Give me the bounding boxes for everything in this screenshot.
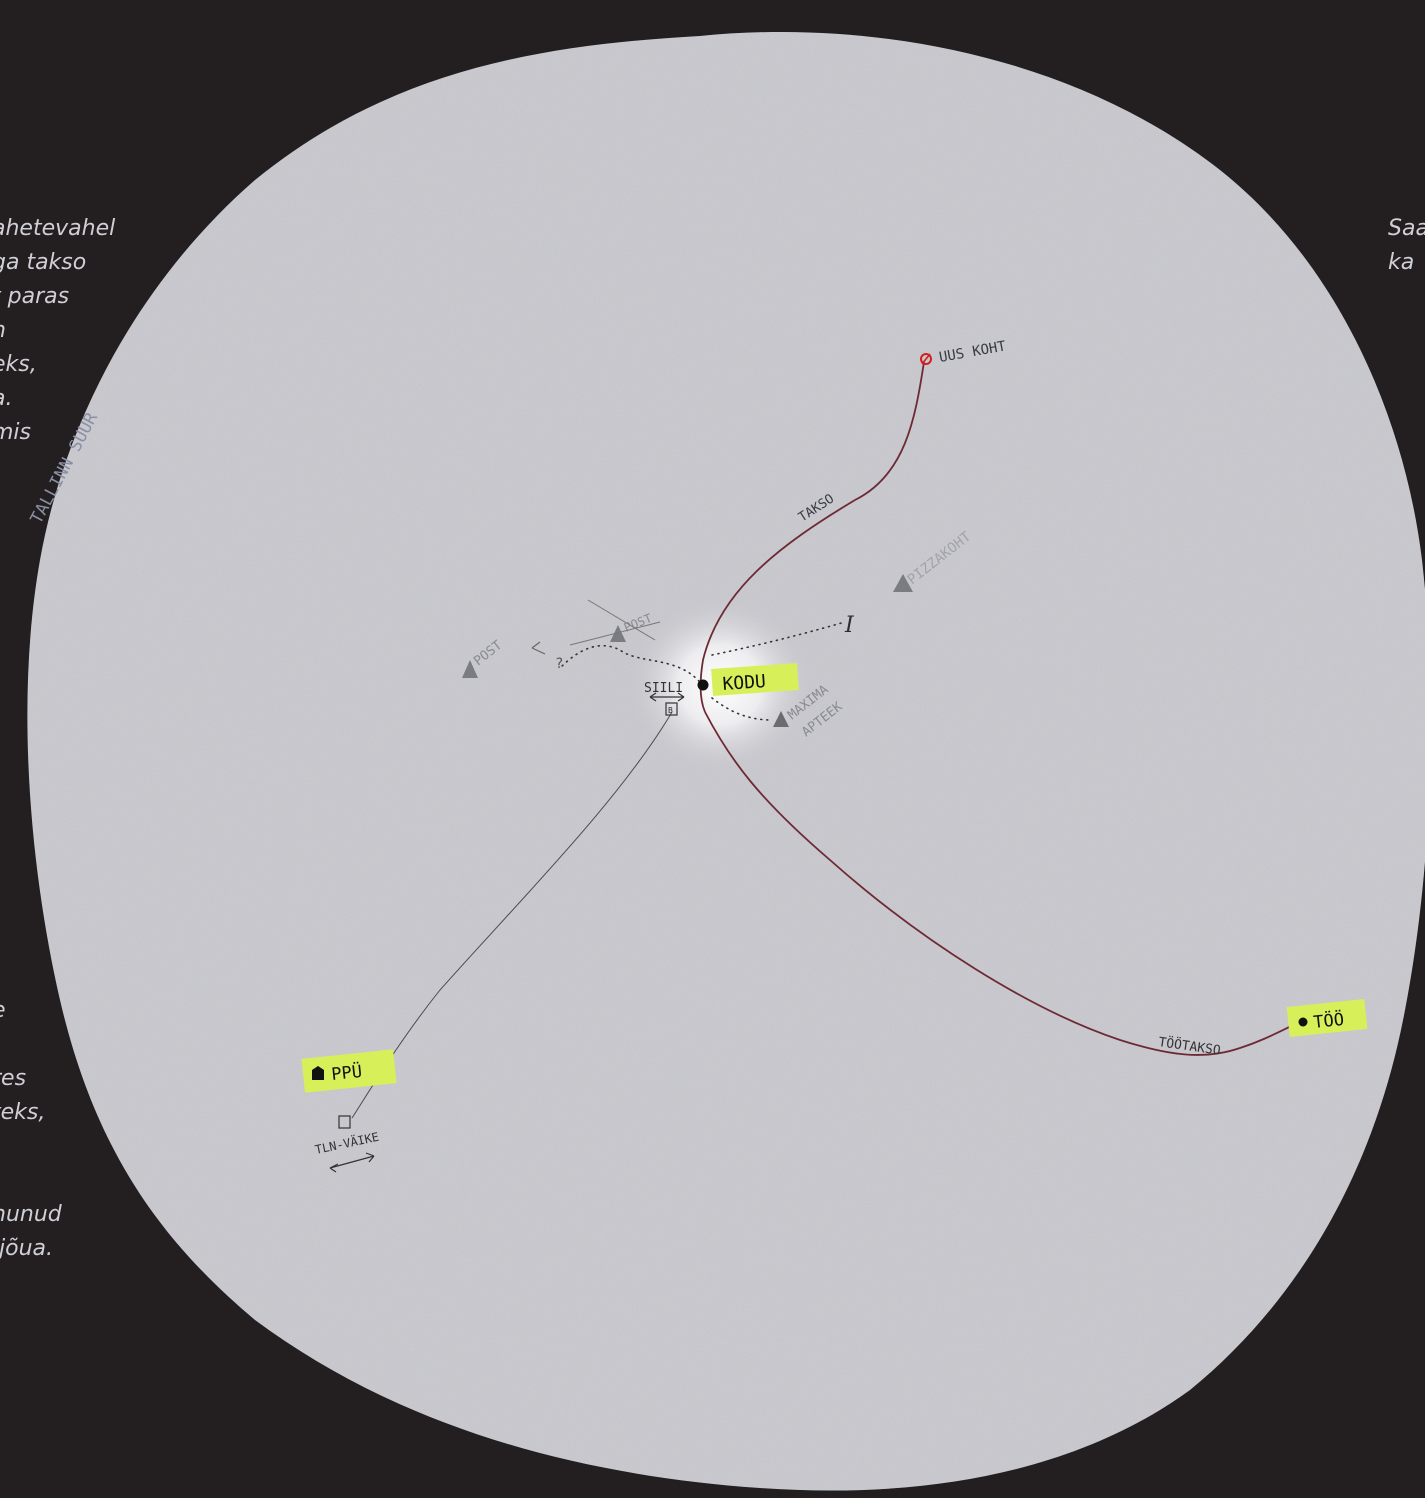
triangle-icon bbox=[893, 574, 913, 592]
side-note-right-top: Saa ka bbox=[1388, 216, 1425, 275]
strikethrough bbox=[569, 621, 661, 646]
double-arrow-icon bbox=[329, 1152, 375, 1173]
ppu-marker[interactable] bbox=[312, 1066, 324, 1080]
siili-label: SIILI bbox=[644, 681, 683, 696]
triangle-icon bbox=[462, 660, 478, 678]
side-note-left-bottom: e res teks, nunud jõua. bbox=[0, 998, 62, 1261]
work-label: TÖÖ bbox=[1312, 1008, 1345, 1033]
home-highlight bbox=[711, 663, 799, 696]
triangle-icon bbox=[610, 625, 626, 642]
strikethrough bbox=[587, 599, 656, 641]
double-arrow-icon bbox=[649, 692, 685, 702]
home-marker[interactable] bbox=[697, 679, 709, 691]
route-taxi bbox=[699, 361, 925, 713]
marker-i: I bbox=[844, 613, 855, 638]
bus-stop-icon bbox=[338, 1115, 351, 1129]
route-work-taxi bbox=[704, 711, 1301, 1056]
side-note-left-top: ahetevahel ga takso t paras n eks, a. mi… bbox=[0, 216, 116, 445]
ppu-highlight bbox=[301, 1049, 397, 1093]
bus-stop-glyph: B bbox=[668, 706, 673, 715]
bus-stop-icon bbox=[665, 702, 678, 716]
triangle-icon bbox=[773, 711, 789, 727]
home-label: KODU bbox=[722, 671, 767, 695]
question-mark: ? bbox=[555, 656, 563, 672]
arrow-left-icon bbox=[531, 641, 546, 655]
ppu-label: PPÜ bbox=[330, 1060, 363, 1085]
dotted-path-maxima bbox=[711, 697, 773, 721]
work-marker[interactable] bbox=[1298, 1017, 1308, 1027]
new-place-marker[interactable] bbox=[920, 353, 932, 365]
work-highlight bbox=[1286, 999, 1368, 1037]
